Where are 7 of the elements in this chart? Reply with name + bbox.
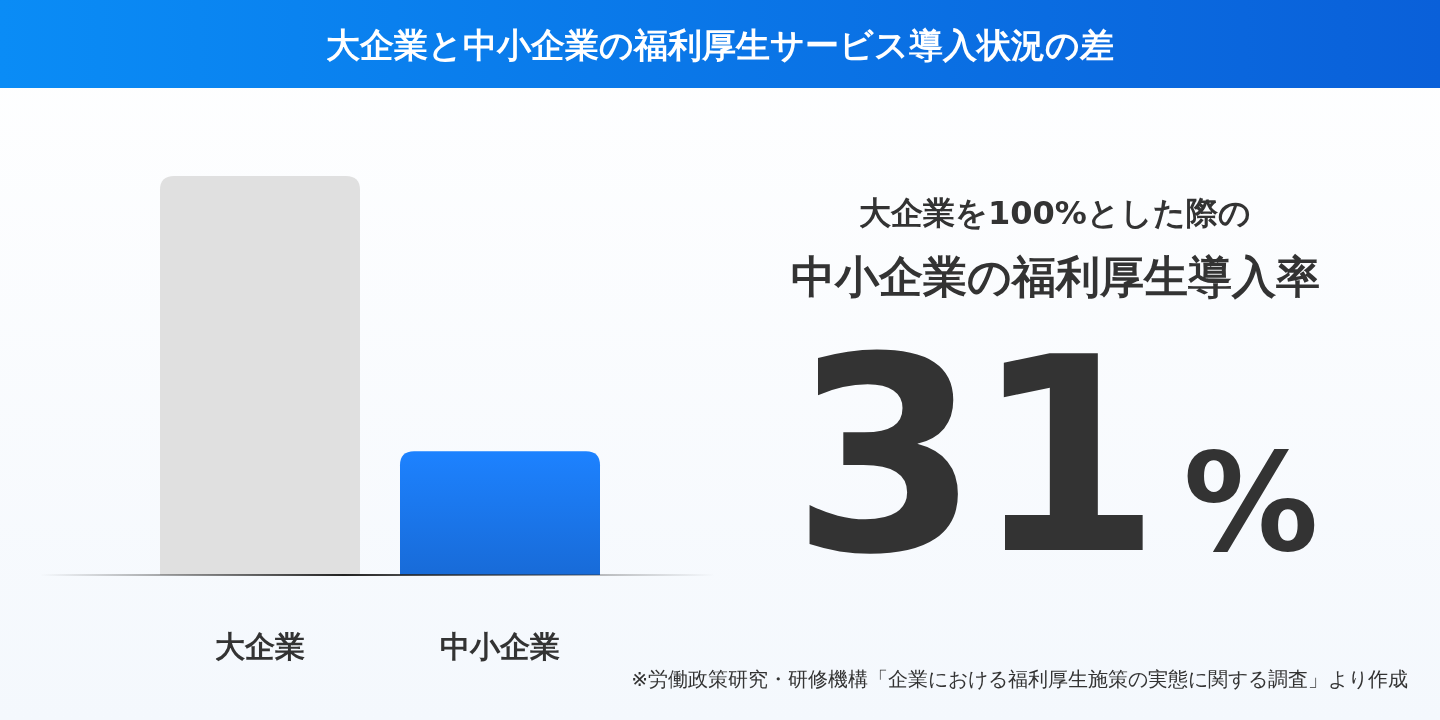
x-tick-label: 大企業 bbox=[215, 629, 305, 665]
text: 中小企業の福利厚生導入率 bbox=[790, 251, 1320, 302]
x-tick-label: 中小企業 bbox=[440, 629, 560, 665]
text: 31% bbox=[791, 299, 1319, 614]
text: 大企業を100%とした際の bbox=[859, 194, 1251, 232]
chart-title: 大企業と中小企業の福利厚生サービス導入状況の差 bbox=[326, 25, 1114, 65]
text: ※労働政策研究・研修機構「企業における福利厚生施策の実態に関する調査」より作成 bbox=[631, 667, 1408, 691]
